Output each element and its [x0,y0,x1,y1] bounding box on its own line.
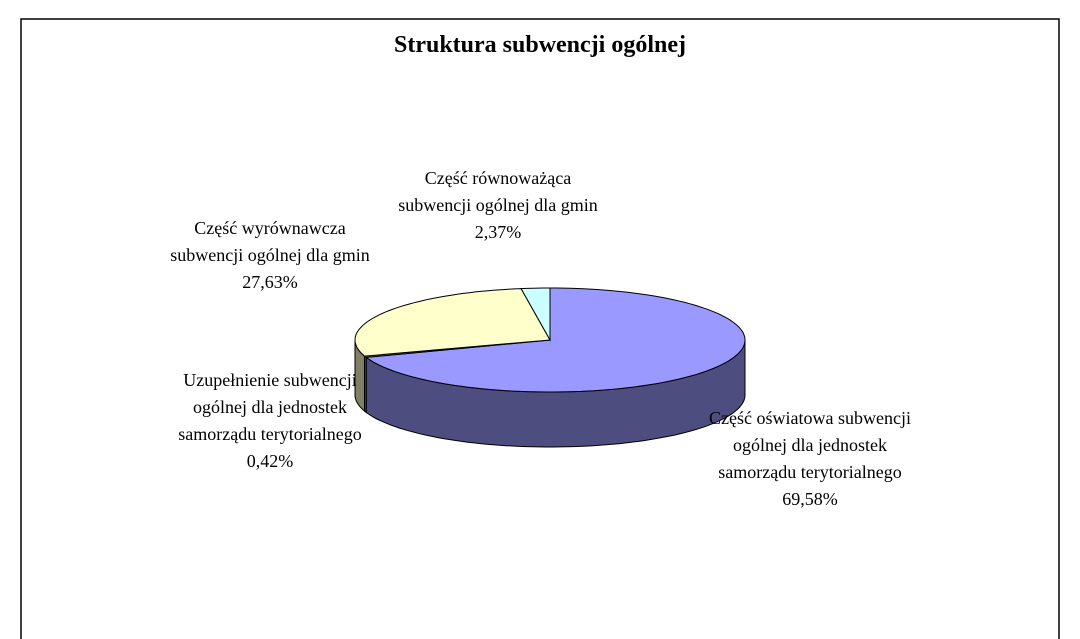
category-label: Uzupełnienie subwencji ogólnej dla jedno… [178,370,362,444]
data-label: Uzupełnienie subwencji ogólnej dla jedno… [175,367,365,475]
frame [20,18,1060,639]
data-label: Część równoważąca subwencji ogólnej dla … [398,165,598,246]
value-label: 2,37% [474,222,522,242]
data-label: Część oświatowa subwencji ogólnej dla je… [708,405,913,513]
slice [354,288,551,357]
slice [520,287,551,342]
category-label: Część oświatowa subwencji ogólnej dla je… [709,408,911,482]
value-label: 69,58% [782,489,838,509]
category-label: Część równoważąca subwencji ogólnej dla … [398,168,598,215]
value-label: 27,63% [242,272,298,292]
slice [364,287,746,393]
data-label: Część wyrównawcza subwencji ogólnej dla … [170,215,370,296]
chart-title: Struktura subwencji ogólnej [393,32,687,58]
value-label: 0,42% [246,451,294,471]
category-label: Część wyrównawcza subwencji ogólnej dla … [170,218,370,265]
